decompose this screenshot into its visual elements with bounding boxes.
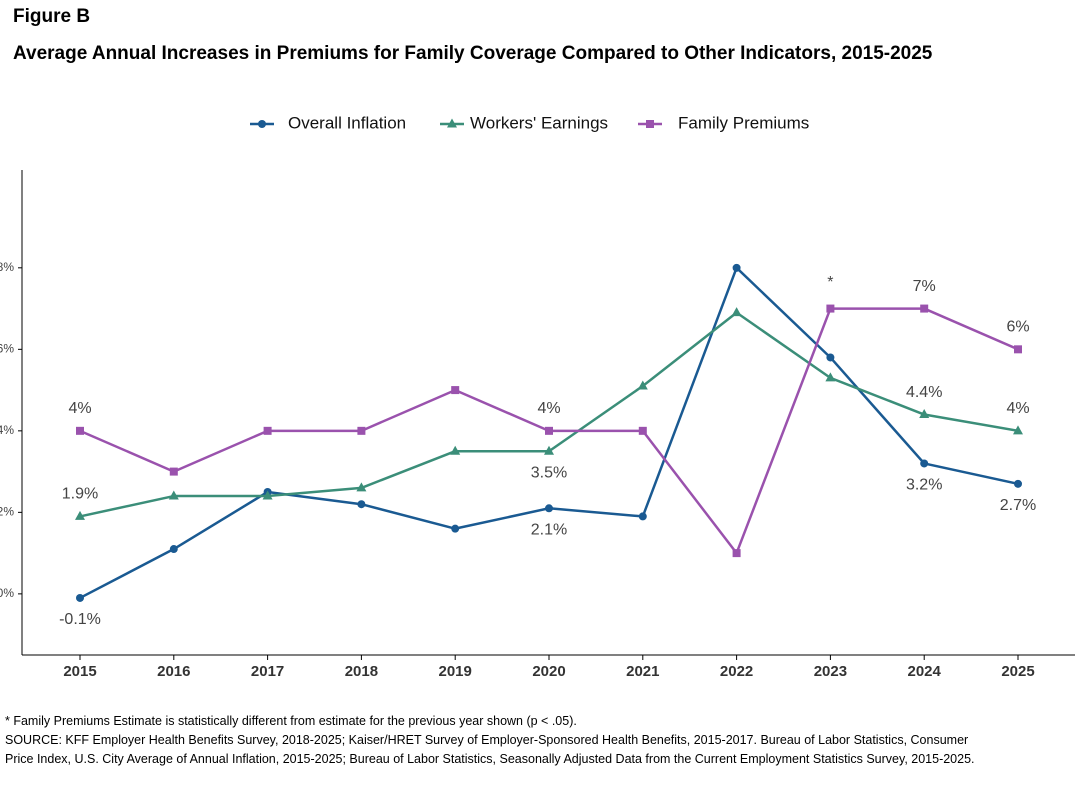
y-tick-label: 0% xyxy=(0,586,14,600)
x-tick-label: 2018 xyxy=(345,663,378,680)
x-tick-label: 2022 xyxy=(720,663,753,680)
value-label: 3.2% xyxy=(906,477,942,494)
x-tick-label: 2021 xyxy=(626,663,659,680)
x-tick-label: 2023 xyxy=(814,663,847,680)
x-tick-label: 2020 xyxy=(532,663,565,680)
x-tick-label: 2024 xyxy=(908,663,942,680)
point xyxy=(545,504,553,513)
value-label: 1.9% xyxy=(62,486,98,503)
chart-title: Average Annual Increases in Premiums for… xyxy=(13,43,933,64)
point xyxy=(731,307,742,317)
point xyxy=(920,304,929,313)
point xyxy=(920,459,929,468)
value-label: 2.7% xyxy=(1000,497,1036,514)
point xyxy=(1013,425,1023,435)
point xyxy=(76,426,84,435)
x-tick-label: 2016 xyxy=(157,663,190,680)
point xyxy=(451,524,460,533)
point xyxy=(75,510,85,520)
point xyxy=(1014,345,1022,354)
legend-label: Overall Inflation xyxy=(288,113,406,132)
x-tick-label: 2017 xyxy=(251,663,284,680)
value-label: 7% xyxy=(913,278,936,295)
point xyxy=(646,120,654,128)
point xyxy=(826,353,835,362)
x-tick-label: 2015 xyxy=(63,663,96,680)
point xyxy=(357,426,366,435)
value-label: 4% xyxy=(537,400,560,417)
point xyxy=(826,304,835,313)
point xyxy=(357,500,366,509)
point xyxy=(262,490,273,500)
value-label: 4.4% xyxy=(906,384,942,401)
point xyxy=(76,593,84,602)
y-tick-label: 8% xyxy=(0,260,14,274)
point xyxy=(168,490,179,500)
point xyxy=(637,380,648,390)
value-label: 4% xyxy=(1006,400,1029,417)
point xyxy=(732,263,741,272)
point xyxy=(450,445,461,455)
point xyxy=(451,386,460,395)
point xyxy=(1014,479,1022,488)
value-label: -0.1% xyxy=(59,611,101,628)
point xyxy=(732,549,741,558)
figure-label: Figure B xyxy=(13,6,91,27)
point xyxy=(638,426,647,435)
legend-label: Workers' Earnings xyxy=(470,113,608,132)
footnote: * Family Premiums Estimate is statistica… xyxy=(5,714,577,728)
point xyxy=(447,118,457,128)
point xyxy=(356,482,367,492)
chart: 0% 2% 4% 6% 8% 2015 2016 2017 2018 2019 2020 2021 20… xyxy=(0,113,1075,680)
point xyxy=(544,445,554,455)
x-tick-label: 2025 xyxy=(1001,663,1034,680)
y-tick-label: 2% xyxy=(0,505,14,519)
point xyxy=(263,426,272,435)
point xyxy=(258,120,266,128)
value-label: 2.1% xyxy=(531,521,567,538)
x-tick-label: 2019 xyxy=(439,663,472,680)
y-tick-label: 6% xyxy=(0,341,14,355)
source: SOURCE: KFF Employer Health Benefits Sur… xyxy=(5,733,975,766)
value-label: 4% xyxy=(68,400,91,417)
point xyxy=(169,467,178,476)
annotation: * xyxy=(827,274,833,291)
point xyxy=(638,512,647,521)
legend-label: Family Premiums xyxy=(678,113,809,132)
value-label: 3.5% xyxy=(531,464,567,481)
point xyxy=(825,372,836,382)
point xyxy=(919,409,930,419)
point xyxy=(169,545,178,554)
y-tick-label: 4% xyxy=(0,423,14,437)
point xyxy=(545,426,553,435)
value-label: 6% xyxy=(1006,319,1029,336)
